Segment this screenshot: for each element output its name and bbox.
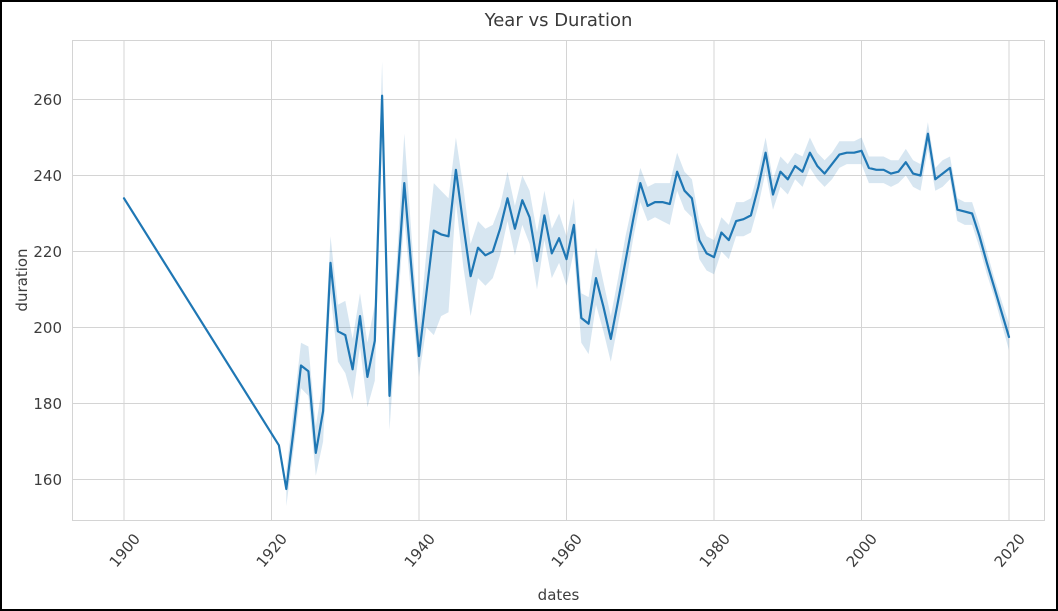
y-tick-label-180: 180 [33,394,62,413]
y-tick-label-220: 220 [33,242,62,261]
y-axis-label: duration [13,248,31,312]
duration-line [122,94,1011,491]
x-tick-label-1980: 1980 [695,530,734,571]
x-axis-label: dates [537,586,580,604]
chart-title: Year vs Duration [484,10,633,31]
x-tick-label-1900: 1900 [105,530,144,571]
x-tick-label-2020: 2020 [990,530,1029,571]
confidence-band-area [286,61,1009,507]
grid-layer [73,41,1044,520]
x-tick-label-1940: 1940 [400,530,439,571]
y-tick-label-260: 260 [33,90,62,109]
x-tick-label-2000: 2000 [842,530,882,571]
x-tick-label-1960: 1960 [547,530,587,571]
y-tick-label-160: 160 [33,470,62,489]
x-tick-label-1920: 1920 [252,530,292,571]
y-tick-label-200: 200 [33,318,62,337]
plot-area [72,40,1045,521]
y-tick-label-240: 240 [33,166,62,185]
chart-svg [73,41,1044,520]
